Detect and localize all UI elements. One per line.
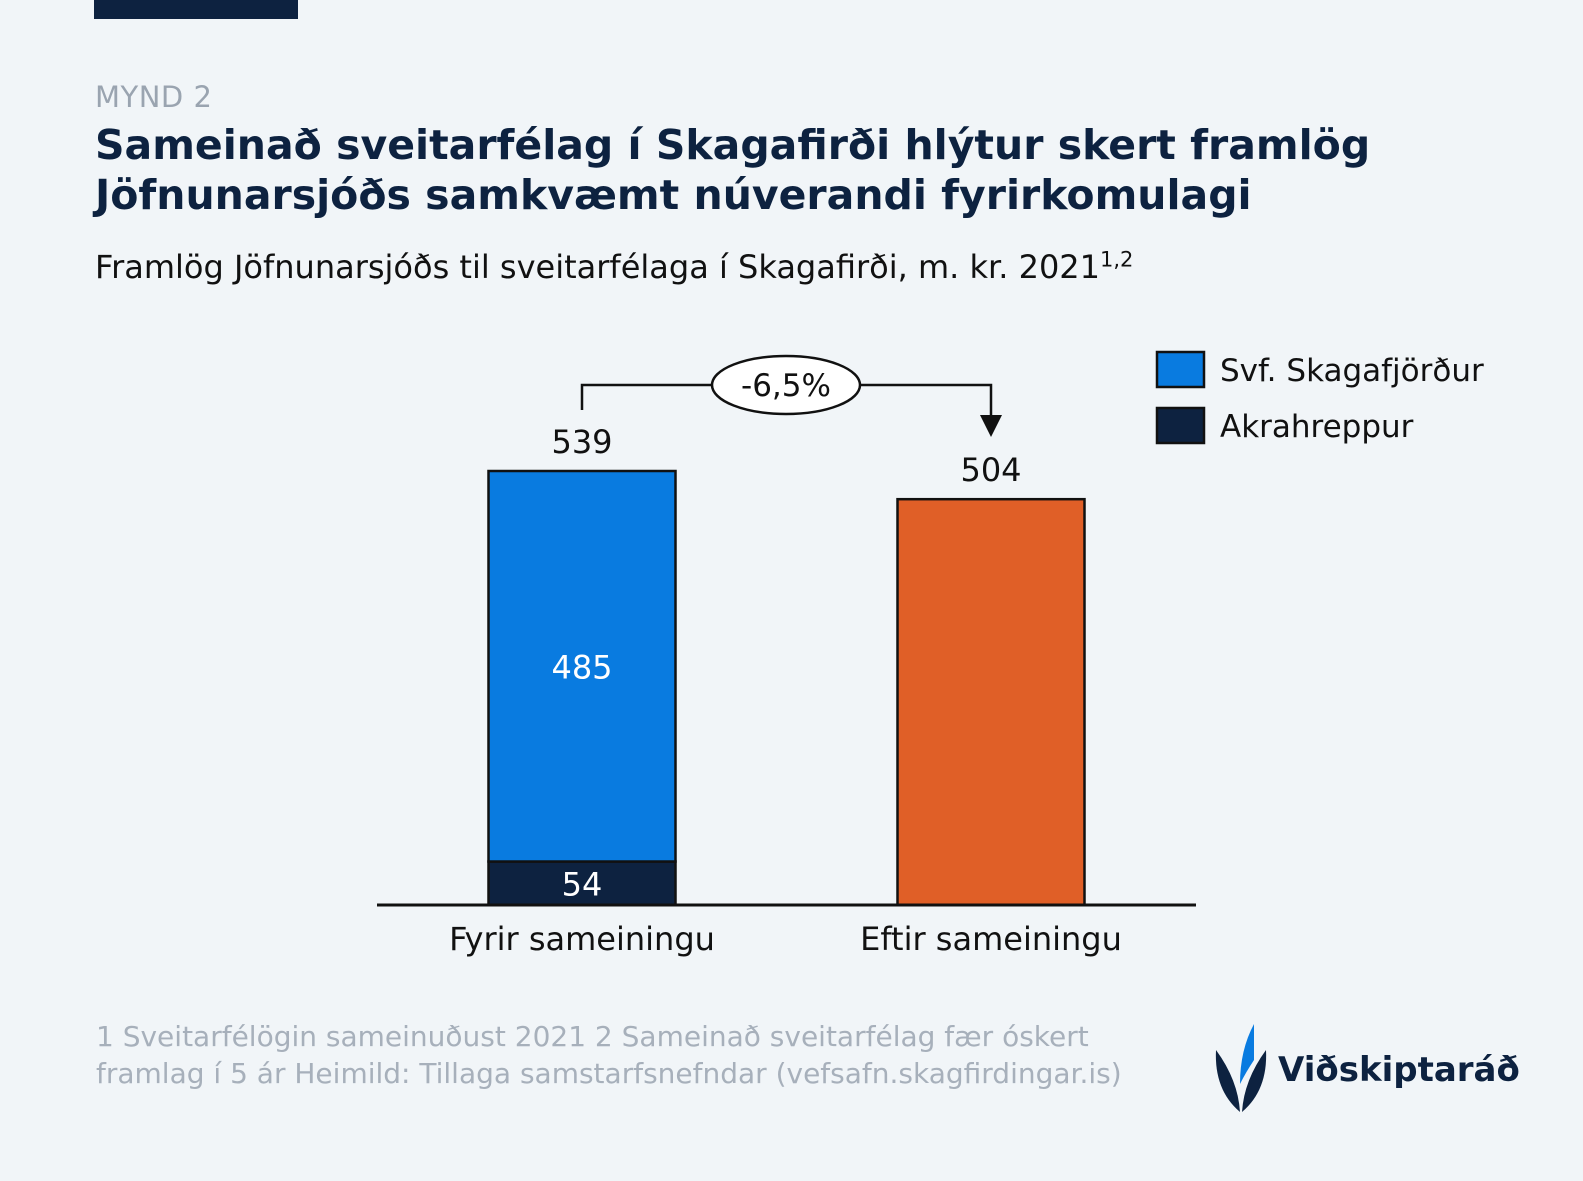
wheat-leaf-logo-icon — [1215, 1024, 1267, 1112]
bar-segment-label: 54 — [562, 865, 603, 903]
change-arrowhead — [980, 415, 1002, 437]
bar-segment-label: 485 — [551, 648, 612, 686]
chart-title: Sameinað sveitarfélag í Skagafirði hlýtu… — [95, 121, 1371, 219]
legend-swatch — [1155, 406, 1206, 445]
bar-segment — [487, 860, 677, 907]
legend-swatch — [1155, 350, 1206, 389]
x-tick-label: Fyrir sameiningu — [449, 920, 715, 958]
legend-label: Svf. Skagafjörður — [1220, 353, 1484, 389]
subtitle-text: Framlög Jöfnunarsjóðs til sveitarfélaga … — [95, 248, 1101, 286]
logo-wordmark: Viðskiptaráð — [1278, 1050, 1520, 1090]
x-tick-label: Eftir sameiningu — [860, 920, 1122, 958]
change-badge — [710, 354, 862, 416]
change-badge-label: -6,5% — [741, 368, 831, 404]
bar-total-label: 504 — [960, 451, 1021, 489]
bar-chart: 54 485 539 Fyrir sameiningu 504 Eftir sameini… — [377, 350, 1484, 958]
bar-total-label: 539 — [551, 423, 612, 461]
chart-subtitle: Framlög Jöfnunarsjóðs til sveitarfélaga … — [95, 248, 1133, 286]
figure-kicker: MYND 2 — [95, 80, 213, 114]
footnote: 1 Sveitarfélögin sameinuðust 2021 2 Same… — [96, 1020, 1122, 1090]
subtitle-footnote-marks: 1,2 — [1100, 247, 1134, 272]
bar-segment — [896, 497, 1086, 907]
legend-label: Akrahreppur — [1220, 409, 1414, 445]
bar-segment — [487, 469, 677, 863]
top-accent-bar — [94, 0, 298, 19]
